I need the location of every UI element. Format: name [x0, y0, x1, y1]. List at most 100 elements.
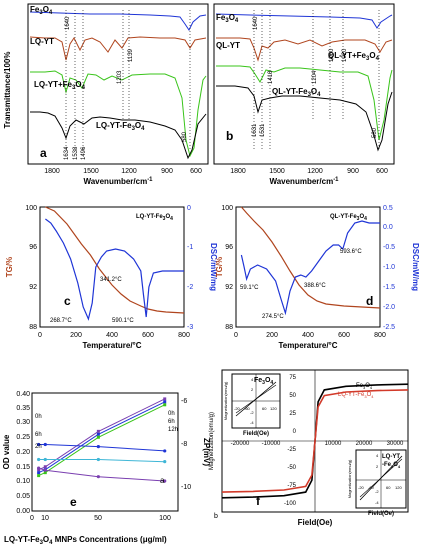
svg-text:4: 4 — [376, 453, 379, 458]
panel-b-series-qlyt — [216, 37, 393, 62]
panel-b-ann-1060: 1060 — [329, 48, 335, 62]
panel-e-xlabel: LQ-YT-Fe3O4 MNPs Concentrations (μg/ml) — [4, 535, 167, 546]
panel-b-series-qlyt-fe3o4 — [216, 85, 393, 152]
panel-b-ann-1631: 1631 — [252, 123, 258, 137]
svg-text:50: 50 — [94, 515, 102, 522]
svg-text:-20000: -20000 — [231, 441, 250, 447]
panel-f-lines — [221, 370, 409, 512]
panel-e-lab-od6h: 6h — [168, 419, 175, 425]
panel-f-inset-2-xlabel: Field(Oe) — [368, 511, 394, 517]
svg-text:-1.0: -1.0 — [383, 264, 395, 271]
panel-d-yticks-left: 88 92 96 100 — [221, 205, 233, 331]
panel-a-series-lqyt-plus — [30, 70, 207, 158]
panel-e-od-point — [96, 435, 100, 439]
svg-text:30000: 30000 — [387, 441, 404, 447]
panel-d-yticks-right: -2.5 -2.0 -1.5 -1.0 -0.5 0.0 0.5 — [383, 205, 395, 331]
panel-f-inset-1-xticks: -20 -60 60 120 — [234, 406, 277, 411]
panel-f-inset-1-yticks: 4 2 -2 -4 — [250, 377, 254, 425]
svg-text:-4: -4 — [250, 420, 254, 425]
panel-c-xlabel: Temperature/°C — [82, 341, 141, 350]
panel-b-xticks: 1800 1500 1200 900 600 — [230, 168, 388, 175]
panel-c-xticks: 0 200 400 600 800 — [38, 332, 190, 339]
panel-d: TG/% DSC/mW/mg 88 92 96 100 -2.5 -2.0 -1… — [215, 205, 420, 350]
panel-e-od-point — [163, 403, 167, 407]
panel-a-frame — [27, 3, 209, 165]
panel-d-ylabel-right: DSC/mW/mg — [411, 243, 420, 291]
svg-text:0.15: 0.15 — [16, 464, 30, 471]
panel-e-zp-point — [163, 460, 167, 464]
panel-e-zp-point — [96, 457, 100, 462]
panel-e-od-point — [43, 471, 47, 475]
panel-a-ann-1496: 1496 — [81, 146, 87, 160]
svg-text:92: 92 — [225, 284, 233, 291]
panel-e-zp-point — [37, 466, 41, 470]
panel-d-ann-3: 388.6°C — [304, 283, 326, 289]
svg-text:10: 10 — [41, 515, 49, 522]
svg-text:-20: -20 — [234, 406, 241, 411]
panel-e-od-point — [37, 474, 41, 478]
panel-f-letter: f — [256, 494, 261, 508]
panel-a-series-fe3o4 — [29, 11, 207, 31]
panel-e-zp-line-0 — [38, 444, 165, 452]
panel-a-xlabel: Wavenumber/cm-1 — [83, 177, 153, 186]
panel-e-od-point — [43, 465, 47, 469]
svg-text:800: 800 — [374, 332, 386, 339]
panel-e-zp-point — [43, 457, 47, 462]
svg-text:75: 75 — [289, 375, 296, 381]
panel-e-od-point — [163, 397, 167, 401]
svg-text:400: 400 — [106, 332, 118, 339]
panel-e-lab-zp6h: 6h — [35, 432, 42, 438]
panel-f-inset-1-ylabel: Magnetization(emu/g) — [223, 381, 228, 420]
panel-f-inset-2-title2: -Fe3O4 — [382, 462, 401, 469]
panel-a-letter: a — [40, 146, 47, 160]
panel-c-tg-line — [45, 206, 185, 314]
panel-e-lab-a: a — [160, 476, 165, 485]
panel-c-frame — [39, 206, 185, 328]
panel-e-zp-point — [43, 442, 47, 447]
svg-text:1200: 1200 — [121, 168, 137, 175]
svg-text:-60: -60 — [368, 485, 375, 490]
svg-text:50: 50 — [289, 393, 296, 399]
svg-text:10000: 10000 — [325, 441, 342, 447]
svg-text:-10000: -10000 — [262, 441, 281, 447]
panel-a-markers — [65, 10, 191, 150]
svg-text:100: 100 — [25, 205, 37, 212]
panel-f-inset-2-ylabel: Magnetization(emu/g) — [347, 459, 352, 498]
svg-text:120: 120 — [395, 485, 402, 490]
svg-text:0.25: 0.25 — [16, 434, 30, 441]
panel-e-od-point — [163, 400, 167, 404]
svg-text:60: 60 — [262, 406, 267, 411]
panel-f-xlabel: Field(Oe) — [298, 518, 333, 527]
panel-c-ann-2: 341.2°C — [100, 277, 122, 283]
panel-e-lab-od0h: 0h — [168, 411, 175, 417]
svg-text:0: 0 — [30, 515, 34, 522]
panel-e-od-line-0 — [38, 398, 165, 471]
panel-a-series-lqyt-fe3o4 — [30, 111, 207, 160]
svg-text:-25: -25 — [287, 447, 296, 453]
panel-e-od-line-1 — [38, 401, 165, 474]
svg-text:600: 600 — [190, 168, 202, 175]
panel-f-legend-lqyt: LQ-YT-Fe3O4 — [338, 392, 374, 399]
svg-text:4: 4 — [251, 377, 254, 382]
panel-a-legend-lqyt: LQ-YT — [30, 37, 54, 46]
panel-b-legend-qlyt-fe3o4: QL-YT-Fe3O4 — [272, 87, 321, 98]
svg-text:1800: 1800 — [44, 168, 60, 175]
panel-e-zp-line-1 — [38, 459, 165, 463]
panel-d-ann-2: 274.5°C — [262, 314, 284, 320]
panel-c: TG/% DSC/mW/mg 88 92 96 100 -3 -2 -1 0 0… — [5, 205, 218, 350]
panel-a-ann-1640: 1640 — [65, 16, 71, 30]
panel-a-ann-580: 580 — [182, 131, 188, 142]
panel-d-ylabel-left: TG/% — [215, 257, 224, 277]
panel-c-ann-3: 590.1°C — [112, 318, 134, 324]
panel-f-legend-fe3o4: Fe3O4 — [356, 383, 373, 390]
svg-text:-2: -2 — [375, 489, 379, 494]
svg-text:-4: -4 — [375, 500, 379, 505]
panel-b-series-qlyt-plus — [216, 65, 393, 141]
panel-b: Fe3O4 QL-YT QL-YT+Fe3O4 QL-YT-Fe3O4 1640… — [213, 3, 395, 186]
panel-e-zp-point — [37, 457, 41, 462]
panel-b-ann-580: 580 — [372, 127, 378, 138]
panel-c-letter: c — [64, 294, 71, 308]
panel-b-markers — [253, 10, 380, 150]
panel-a-ann-1139: 1139 — [128, 48, 134, 62]
panel-e-zp-point — [43, 468, 47, 472]
